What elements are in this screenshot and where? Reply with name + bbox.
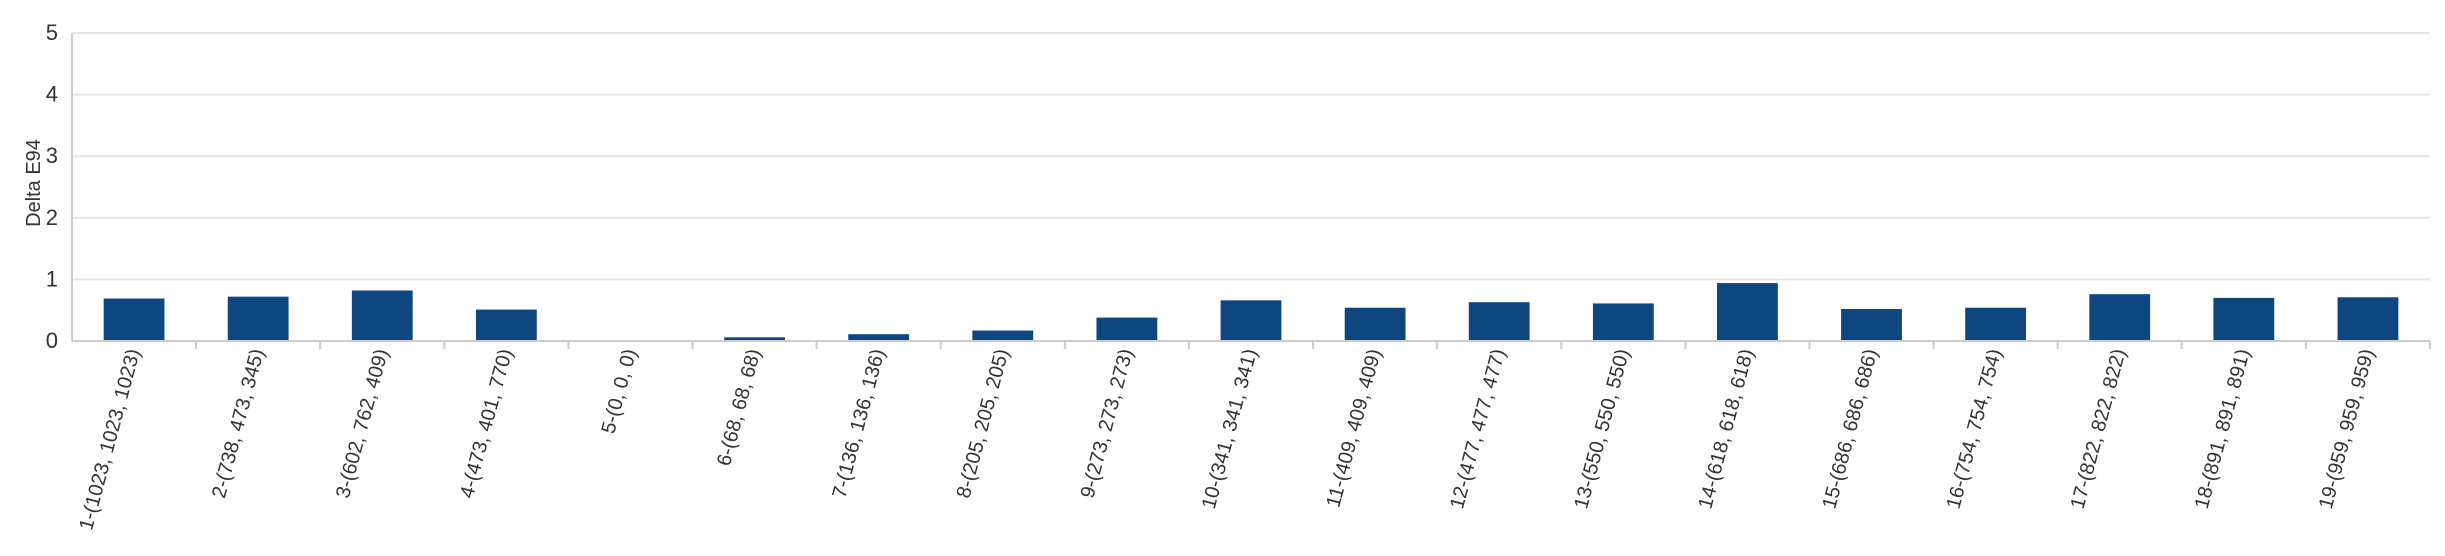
bar bbox=[1717, 283, 1778, 341]
y-tick-label: 2 bbox=[46, 205, 58, 230]
x-tick-label: 2-(738, 473, 345) bbox=[208, 347, 269, 501]
x-tick-label: 6-(68, 68, 68) bbox=[713, 347, 765, 469]
bar bbox=[2213, 297, 2275, 341]
x-tick-label: 17-(822, 822, 822) bbox=[2067, 347, 2131, 512]
bar bbox=[1220, 300, 1282, 341]
x-tick-label: 18-(891, 891, 891) bbox=[2191, 347, 2255, 512]
bar bbox=[724, 337, 785, 341]
x-tick-label: 14-(618, 618, 618) bbox=[1694, 347, 1758, 512]
bar bbox=[2337, 297, 2399, 341]
x-tick-label: 3-(602, 762, 409) bbox=[332, 347, 393, 501]
x-tick-label: 4-(473, 401, 770) bbox=[456, 347, 517, 501]
bar bbox=[1592, 303, 1654, 341]
x-tick-label: 11-(409, 409, 409) bbox=[1322, 347, 1385, 510]
bar bbox=[848, 334, 910, 341]
bar bbox=[972, 330, 1034, 341]
x-tick-label: 5-(0, 0, 0) bbox=[598, 347, 642, 436]
bar bbox=[1841, 308, 1902, 341]
bar bbox=[2089, 294, 2151, 341]
x-tick-label: 1-(1023, 1023, 1023) bbox=[75, 347, 145, 533]
x-tick-label: 13-(550, 550, 550) bbox=[1570, 347, 1634, 512]
bar bbox=[227, 296, 289, 341]
bar bbox=[1344, 307, 1406, 341]
x-tick-label: 15-(686, 686, 686) bbox=[1819, 347, 1883, 512]
y-axis-title: Delta E94 bbox=[23, 139, 45, 227]
x-tick-label: 8-(205, 205, 205) bbox=[953, 347, 1014, 501]
bar bbox=[351, 290, 413, 341]
x-tick-label: 16-(754, 754, 754) bbox=[1943, 347, 2007, 512]
bar bbox=[1468, 302, 1530, 341]
x-tick-label: 19-(959, 959, 959) bbox=[2315, 347, 2379, 512]
label-layer: 0 1 2 3 4 5 1-(1023, 1023, 1023) 2-(738, 473, 3… bbox=[46, 20, 2379, 533]
bar bbox=[475, 309, 537, 341]
x-tick-label: 7-(136, 136, 136) bbox=[829, 347, 890, 501]
bar bbox=[1096, 317, 1158, 341]
bar bbox=[1965, 307, 2027, 341]
y-tick-label: 5 bbox=[46, 20, 58, 45]
y-tick-label: 1 bbox=[46, 266, 58, 291]
y-tick-label: 4 bbox=[46, 82, 58, 107]
y-tick-label: 0 bbox=[46, 328, 58, 353]
bar-layer bbox=[103, 283, 2399, 341]
x-tick-label: 12-(477, 477, 477) bbox=[1446, 347, 1510, 512]
x-tick-label: 9-(273, 273, 273) bbox=[1077, 347, 1138, 501]
bar bbox=[103, 298, 165, 341]
grid-layer bbox=[72, 32, 2430, 281]
x-tick-label: 10-(341, 341, 341) bbox=[1198, 347, 1262, 512]
y-tick-label: 3 bbox=[46, 143, 58, 168]
axis-layer bbox=[71, 33, 2431, 349]
